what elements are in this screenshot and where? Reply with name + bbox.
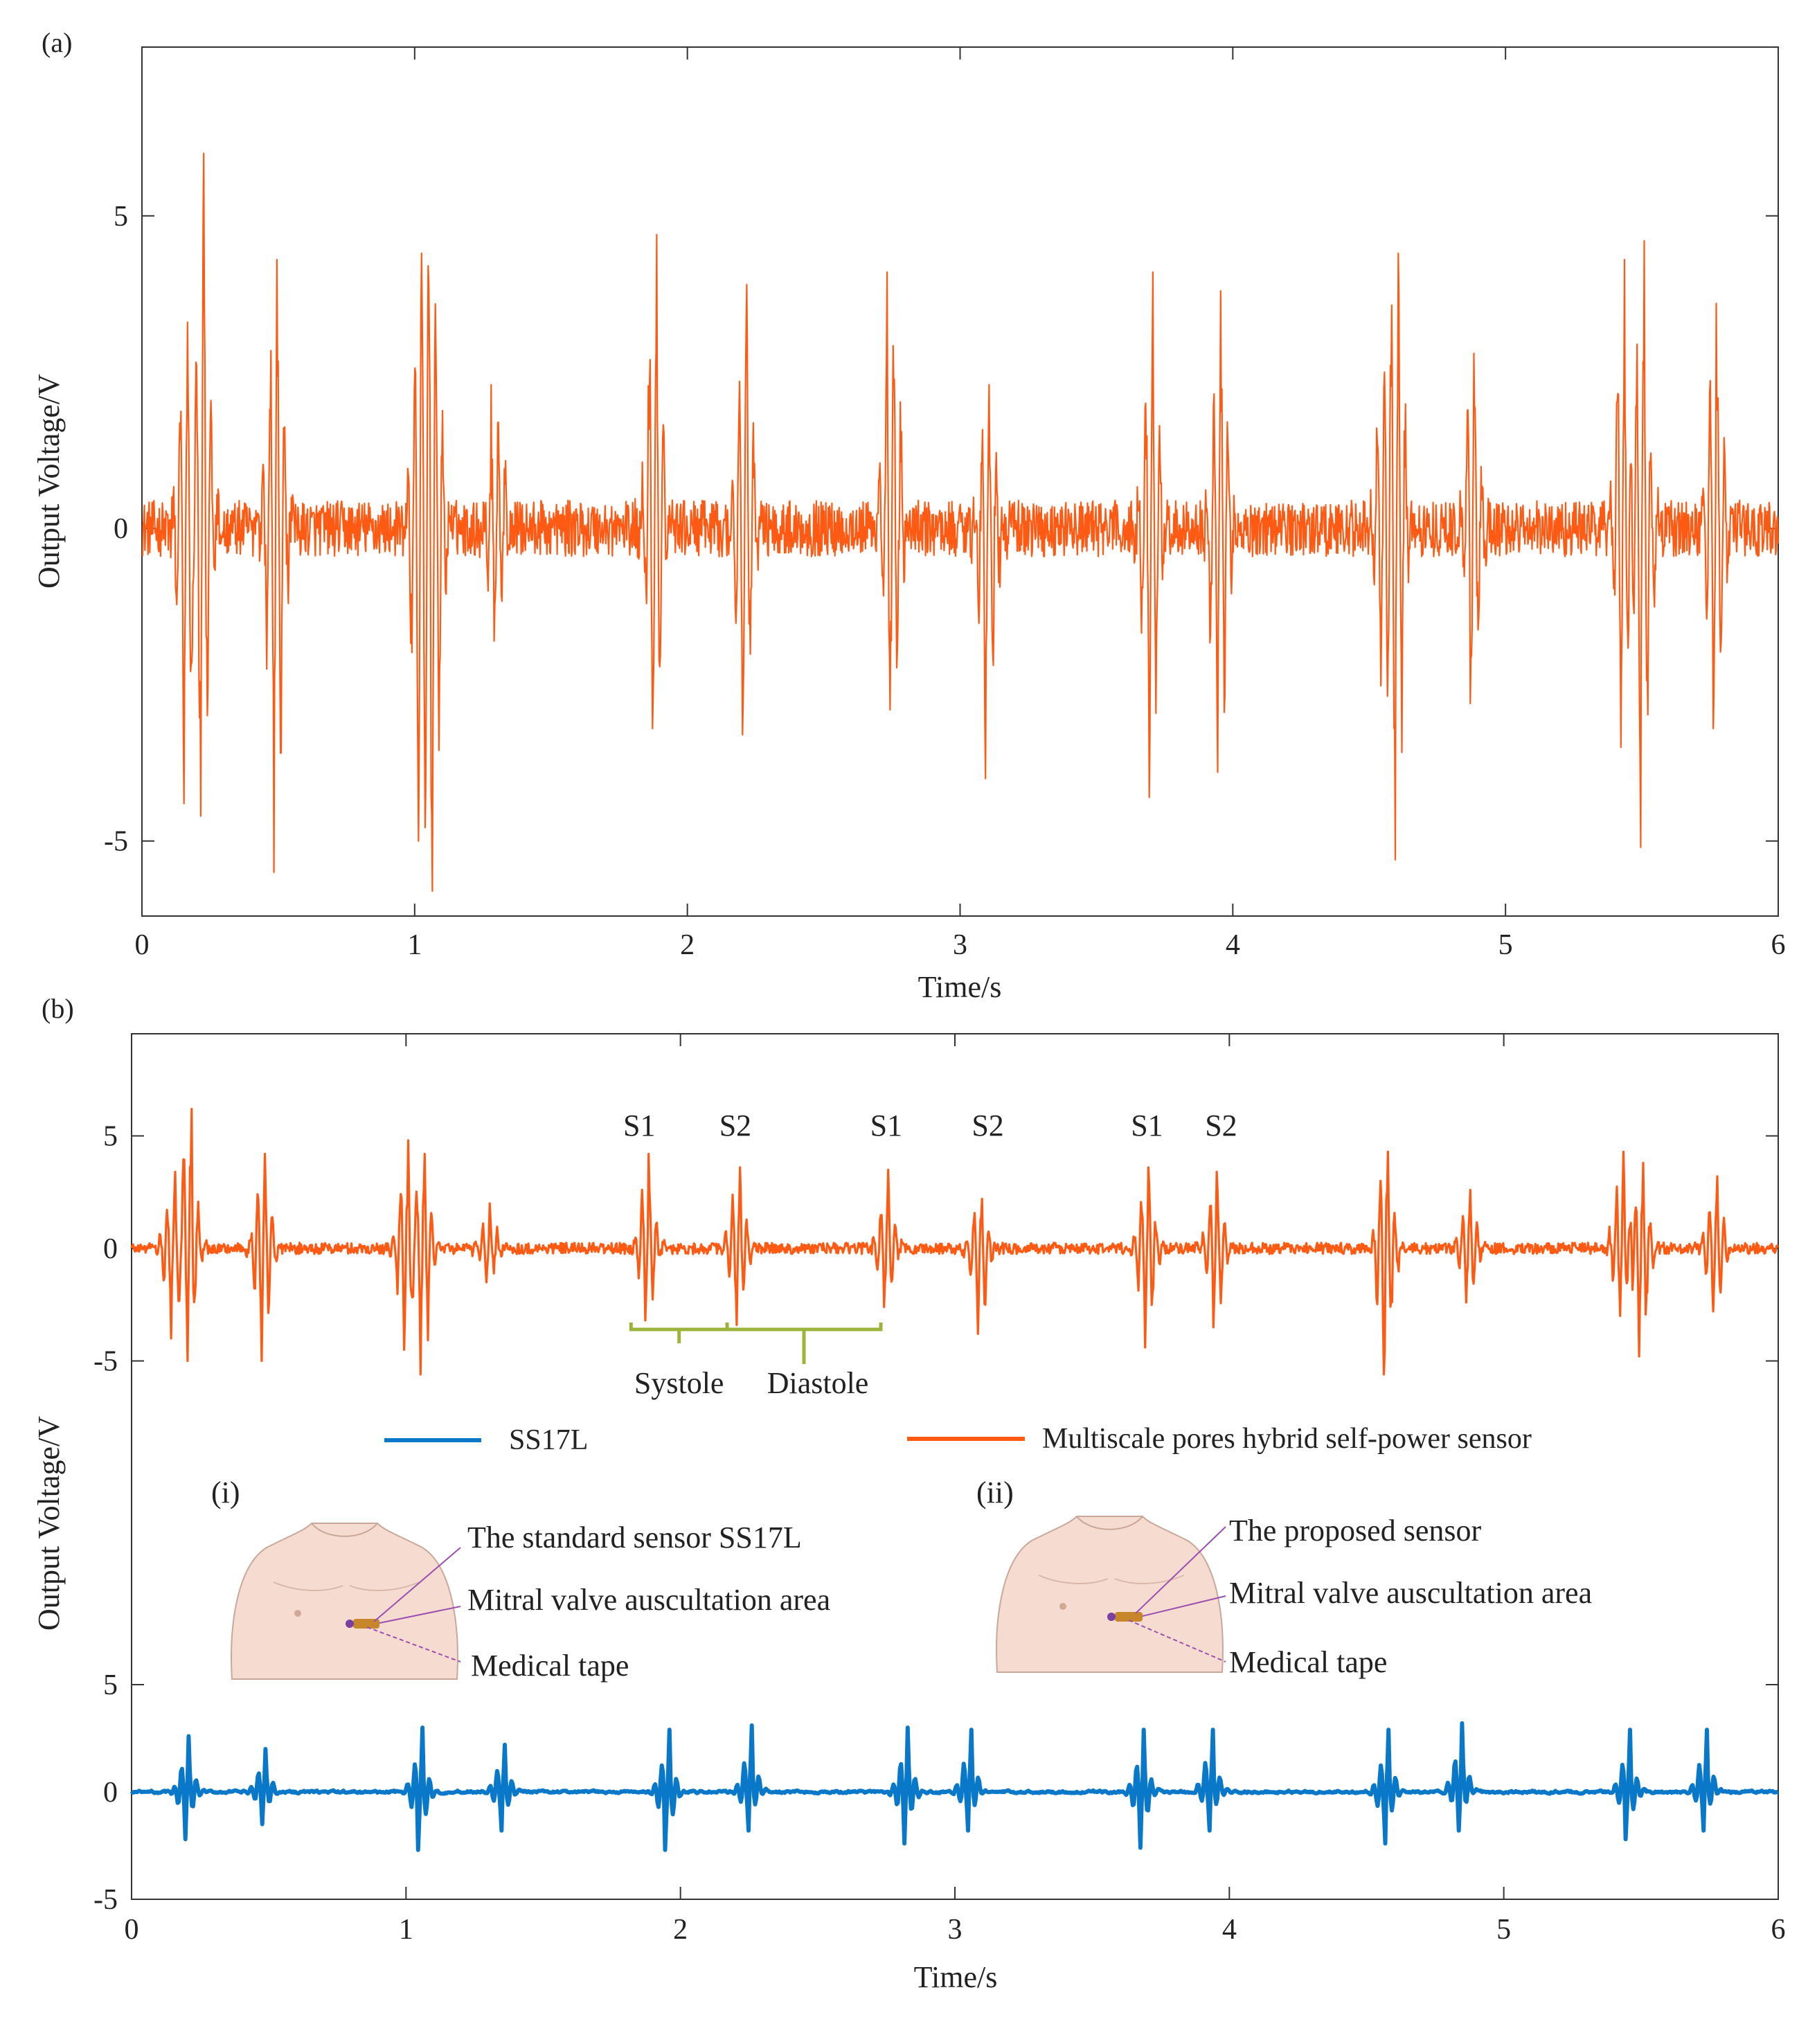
panel-b-lower-ytick-label: 0 <box>103 1777 118 1809</box>
panel-b-xtick-label: 3 <box>948 1914 963 1946</box>
panel-b-xlabel: Time/s <box>914 1960 998 1994</box>
inset-proposed-sensor: (ii) The proposed sensor Mitral valve au… <box>976 1476 1592 1679</box>
torso-neckline-ii <box>1076 1516 1143 1530</box>
panel-a-xtick-label: 1 <box>407 929 422 961</box>
diastole-label: Diastole <box>767 1366 869 1400</box>
panel-a-xtick-label: 6 <box>1771 929 1786 961</box>
systole-label: Systole <box>634 1366 724 1400</box>
sensor-dot-ii <box>1107 1613 1116 1621</box>
panel-b-lower-ytick-label: -5 <box>93 1884 118 1916</box>
torso-nipple-left-ii <box>1059 1603 1066 1610</box>
callout-tape-i: Medical tape <box>471 1649 629 1683</box>
torso-chest-lines-i <box>273 1581 420 1591</box>
callout-mitral-ii: Mitral valve auscultation area <box>1229 1576 1592 1610</box>
panel-b-upper-ytick-label: -5 <box>93 1346 118 1378</box>
panel-a-ytick-label: 0 <box>114 513 128 545</box>
panel-b-multiscale-line <box>130 1107 1780 1376</box>
panel-b-ss17l-line <box>129 1721 1780 1852</box>
panel-a-xtick-label: 2 <box>680 929 695 961</box>
heart-sound-label: S1 <box>870 1109 902 1142</box>
heart-sound-label: S2 <box>972 1109 1003 1142</box>
panel-b-lower-ytick-label: 5 <box>103 1669 118 1701</box>
callout-line-tape-i <box>366 1626 461 1662</box>
torso-illustration-ii <box>996 1516 1224 1673</box>
panel-a-signal-line <box>141 152 1779 892</box>
inset-ii-label: (ii) <box>976 1476 1014 1509</box>
panel-b-xtick-label: 6 <box>1771 1914 1786 1946</box>
inset-standard-sensor: (i) The standard sensor SS17L Mitral val… <box>211 1476 830 1683</box>
panel-a-xtick-label: 4 <box>1226 929 1240 961</box>
heart-sound-label: S2 <box>1205 1109 1237 1142</box>
sensor-device-i <box>353 1619 379 1629</box>
callout-mitral-i: Mitral valve auscultation area <box>467 1583 830 1617</box>
panel-a-ticks: 0 1 2 3 4 5 6 5 0 -5 <box>104 47 1786 961</box>
heart-sound-label: S1 <box>623 1109 655 1142</box>
heart-sound-label: S2 <box>719 1109 751 1142</box>
panel-a: (a) 0 1 2 3 4 5 6 5 0 -5 Time/s Output Voltage/V <box>32 27 1786 1004</box>
panel-a-xtick-label: 5 <box>1498 929 1513 961</box>
panel-b-upper-ytick-label: 5 <box>103 1121 118 1153</box>
legend-label-ss17l: SS17L <box>509 1424 588 1456</box>
panel-b-label: (b) <box>42 993 74 1024</box>
callout-standard-sensor: The standard sensor SS17L <box>467 1521 802 1554</box>
panel-b-xtick-label: 2 <box>673 1914 688 1946</box>
heart-sound-label: S1 <box>1131 1109 1163 1142</box>
phase-bracket <box>629 1323 883 1332</box>
panel-b-upper-ytick-label: 0 <box>103 1233 118 1265</box>
panel-b-xtick-label: 1 <box>399 1914 413 1946</box>
panel-a-ylabel: Output Voltage/V <box>32 374 66 589</box>
panel-a-series <box>141 152 1779 892</box>
callout-tape-ii: Medical tape <box>1229 1645 1387 1679</box>
sensor-device-ii <box>1115 1612 1143 1622</box>
panel-b-xtick-label: 0 <box>125 1914 139 1946</box>
panel-a-ytick-label: -5 <box>104 826 128 858</box>
panel-b-ylabel: Output Voltage/V <box>32 1416 66 1631</box>
panel-a-xlabel: Time/s <box>918 970 1002 1004</box>
callout-line-sensor-i <box>373 1547 461 1622</box>
callout-line-tape-ii <box>1128 1620 1226 1662</box>
panel-a-xtick-label: 0 <box>135 929 150 961</box>
callout-line-sensor-ii <box>1135 1526 1226 1614</box>
torso-illustration-i <box>231 1523 458 1680</box>
legend-label-multiscale: Multiscale pores hybrid self-power senso… <box>1042 1423 1532 1455</box>
inset-i-label: (i) <box>211 1476 240 1509</box>
panel-a-ytick-label: 5 <box>114 201 128 233</box>
legend: SS17L Multiscale pores hybrid self-power… <box>384 1423 1532 1456</box>
panel-b-xtick-label: 5 <box>1496 1914 1511 1946</box>
torso-nipple-left-i <box>294 1610 301 1617</box>
torso-chest-lines-ii <box>1038 1575 1185 1584</box>
panel-b-ticks: 0 1 2 3 4 5 650-550-5 <box>93 1034 1786 1946</box>
panel-a-label: (a) <box>42 27 72 58</box>
panel-a-xtick-label: 3 <box>953 929 967 961</box>
sensor-dot-i <box>346 1620 354 1628</box>
panel-b-series-multiscale <box>130 1107 1780 1376</box>
panel-b-xtick-label: 4 <box>1222 1914 1237 1946</box>
panel-b-annotations: S1 S2 S1 S2 S1 S2 Systole Diastole <box>623 1109 1237 1400</box>
panel-b-axes-box <box>131 1033 1779 1900</box>
callout-proposed-sensor: The proposed sensor <box>1229 1514 1481 1548</box>
torso-neckline-i <box>311 1523 378 1537</box>
panel-b-series-ss17l <box>129 1721 1780 1852</box>
callout-line-mitral-i <box>379 1606 461 1624</box>
panel-a-axes-box <box>141 46 1779 917</box>
callout-line-mitral-ii <box>1142 1595 1226 1617</box>
